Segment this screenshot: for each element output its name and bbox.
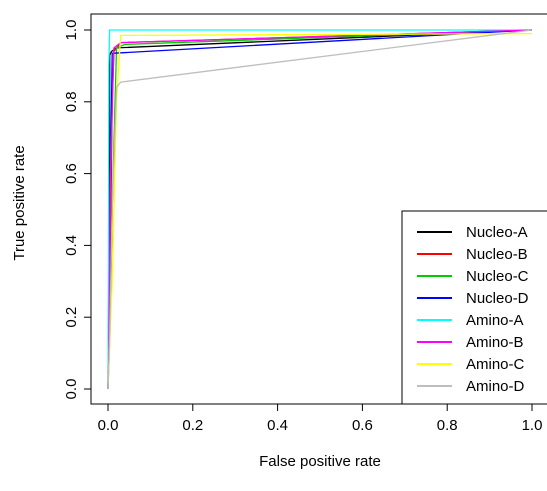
- y-tick-label: 1.0: [63, 20, 80, 41]
- legend-label: Amino-A: [466, 312, 524, 329]
- x-tick-label: 0.8: [437, 417, 458, 434]
- legend-label: Nucleo-D: [466, 290, 529, 307]
- y-tick-label: 0.6: [63, 163, 80, 184]
- x-tick-label: 1.0: [522, 417, 543, 434]
- series-line-amino-d: [107, 29, 533, 390]
- x-tick-label: 0.4: [267, 417, 288, 434]
- legend: Nucleo-A Nucleo-B Nucleo-C Nucleo-D Amino-A A…: [401, 210, 547, 405]
- y-tick-label: 0.0: [63, 379, 80, 400]
- y-axis-title: True positive rate: [11, 145, 28, 260]
- legend-label: Amino-D: [466, 378, 525, 395]
- legend-label: Amino-B: [466, 334, 524, 351]
- series-line-amino-a: [107, 29, 532, 390]
- series-lines: [107, 29, 533, 390]
- legend-label: Nucleo-B: [466, 246, 528, 263]
- legend-label: Nucleo-A: [466, 224, 528, 241]
- legend-box: [401, 210, 547, 405]
- x-tick-label: 0.0: [98, 417, 119, 434]
- y-axis: 0.0 0.2 0.4 0.6 0.8 1.0: [63, 20, 92, 400]
- legend-label: Amino-C: [466, 356, 525, 373]
- y-tick-label: 0.2: [63, 307, 80, 328]
- y-tick-label: 0.8: [63, 91, 80, 112]
- y-tick-label: 0.4: [63, 235, 80, 256]
- legend-label: Nucleo-C: [466, 268, 529, 285]
- x-axis-title: False positive rate: [259, 453, 381, 470]
- x-tick-label: 0.2: [182, 417, 203, 434]
- x-tick-label: 0.6: [352, 417, 373, 434]
